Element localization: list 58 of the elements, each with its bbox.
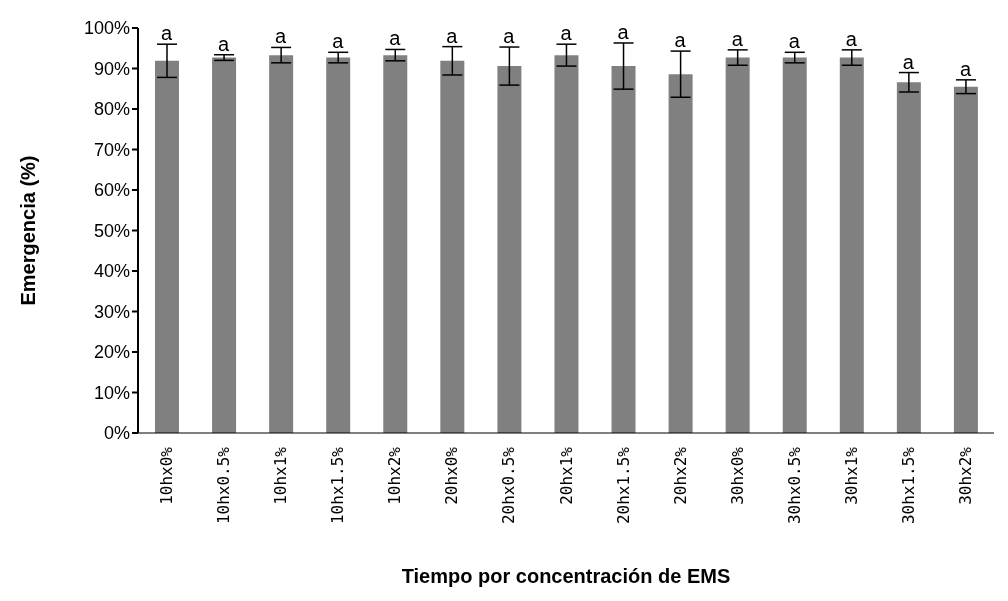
x-tick-label: 20hx2% [670, 446, 690, 505]
y-tick-label: 80% [93, 99, 130, 120]
annotation: a [731, 27, 744, 50]
bar [668, 74, 693, 433]
bar [725, 57, 750, 433]
x-axis-title: Tiempo por concentración de EMS [401, 565, 731, 587]
annotation: a [959, 57, 972, 80]
bar [497, 66, 522, 433]
bar [896, 82, 921, 433]
y-tick-label: 70% [93, 139, 130, 160]
annotation: a [560, 22, 573, 45]
annotation: a [446, 24, 459, 47]
y-tick-label: 30% [93, 301, 130, 322]
annotation: a [902, 50, 915, 73]
x-tick-label: 30hx0% [727, 446, 747, 505]
bar [953, 86, 978, 433]
x-tick-label: 20hx0.5% [499, 446, 519, 525]
y-axis-title: Emergencia (%) [17, 155, 40, 306]
bar [839, 57, 864, 433]
x-tick-label: 10hx0% [157, 446, 177, 505]
y-tick-label: 40% [93, 261, 130, 282]
annotation: a [332, 30, 345, 53]
x-tick-label: 30hx1% [841, 446, 861, 505]
y-tick-label: 50% [93, 220, 130, 241]
bar [269, 55, 294, 433]
annotation: a [389, 27, 402, 50]
annotation: a [275, 25, 288, 48]
bar [326, 57, 351, 433]
bar [782, 57, 807, 433]
y-tick-label: 100% [83, 18, 130, 39]
annotation: a [160, 22, 173, 45]
y-tick-label: 60% [93, 180, 130, 201]
bar [611, 66, 636, 433]
annotation: a [845, 27, 858, 50]
annotation: a [503, 25, 516, 48]
x-tick-label: 30hx2% [955, 446, 975, 505]
y-tick-label: 0% [103, 423, 130, 444]
x-tick-label: 20hx1% [556, 446, 576, 505]
x-tick-label: 20hx0% [442, 446, 462, 505]
x-tick-label: 20hx1.5% [613, 446, 633, 525]
bar [155, 60, 179, 433]
x-tick-label: 30hx1.5% [898, 446, 918, 525]
x-tick-label: 10hx0.5% [214, 446, 234, 525]
x-tick-label: 10hx1.5% [328, 446, 348, 525]
bar [440, 60, 465, 433]
annotation: a [788, 30, 801, 53]
y-tick-label: 10% [93, 382, 130, 403]
bar [212, 57, 237, 433]
x-tick-label: 10hx2% [385, 446, 405, 505]
annotation: a [218, 32, 231, 55]
x-tick-label: 10hx1% [271, 446, 291, 505]
bar [554, 55, 579, 433]
bar [383, 55, 408, 433]
y-tick-label: 90% [93, 58, 130, 79]
x-tick-label: 30hx0.5% [784, 446, 804, 525]
y-tick-label: 20% [93, 342, 130, 363]
annotation: a [617, 20, 630, 43]
annotation: a [674, 29, 687, 52]
